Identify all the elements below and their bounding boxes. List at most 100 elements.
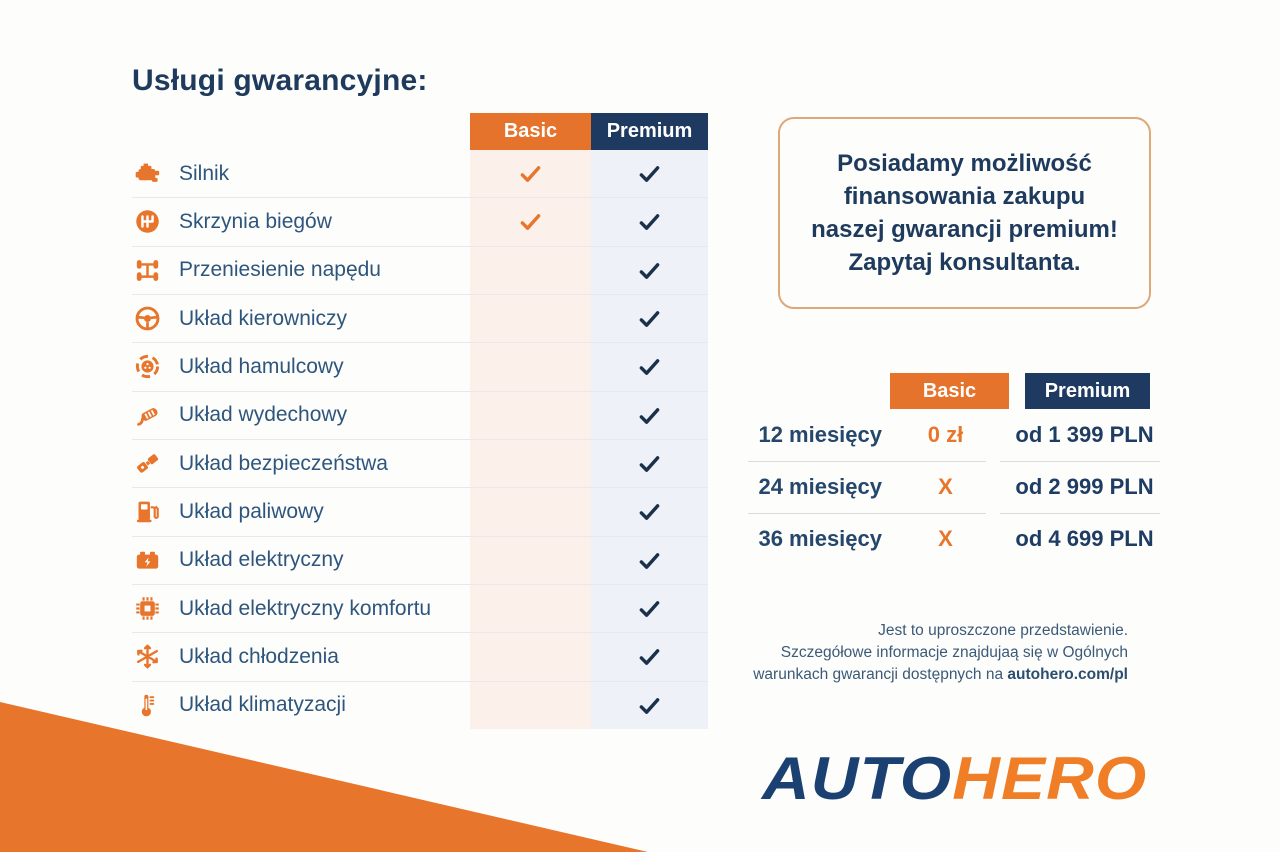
warranty-table-row: Układ elektryczny bbox=[132, 536, 708, 585]
check-icon bbox=[637, 451, 662, 476]
warranty-table-row: Układ paliwowy bbox=[132, 488, 708, 537]
warranty-table-row: Układ elektryczny komfortu bbox=[132, 584, 708, 634]
premium-cell bbox=[591, 439, 708, 488]
pricing-separator bbox=[748, 461, 986, 462]
warranty-table-row: Przeniesienie napędu bbox=[132, 246, 708, 295]
disclaimer-line: Szczegółowe informacje znajdujaą się w O… bbox=[780, 644, 1128, 661]
premium-cell bbox=[591, 246, 708, 294]
seatbelt-icon bbox=[132, 450, 162, 477]
basic-cell bbox=[470, 150, 591, 198]
basic-cell bbox=[470, 294, 591, 343]
pricing-column-header-basic: Basic bbox=[890, 373, 1009, 409]
basic-cell bbox=[470, 198, 591, 246]
financing-note-line: naszej gwarancji premium! bbox=[811, 216, 1118, 243]
check-icon bbox=[637, 499, 662, 524]
check-icon bbox=[637, 693, 662, 718]
basic-cell bbox=[470, 584, 591, 633]
warranty-table-row: Skrzynia biegów bbox=[132, 198, 708, 247]
warranty-row-label: Silnik bbox=[179, 161, 230, 185]
warranty-table-row: Układ bezpieczeństwa bbox=[132, 439, 708, 489]
pricing-separator bbox=[748, 513, 986, 514]
premium-cell bbox=[591, 633, 708, 681]
basic-cell bbox=[470, 633, 591, 681]
logo-hero-part: HERO bbox=[952, 745, 1148, 812]
basic-cell bbox=[470, 536, 591, 584]
check-icon bbox=[637, 209, 662, 234]
thermometer-icon bbox=[132, 692, 162, 719]
warranty-column-header-basic: Basic bbox=[470, 113, 591, 150]
financing-note-box: Posiadamy możliwość finansowania zakupu … bbox=[778, 117, 1151, 309]
warranty-row-label: Układ chłodzenia bbox=[179, 644, 339, 668]
check-icon bbox=[637, 306, 662, 331]
gearbox-icon bbox=[132, 208, 162, 235]
check-icon bbox=[637, 596, 662, 621]
warranty-column-header-premium: Premium bbox=[591, 113, 708, 150]
warranty-row-label: Układ klimatyzacji bbox=[179, 693, 346, 717]
disclaimer-line: warunkach gwarancji dostępnych na autohe… bbox=[648, 664, 1128, 686]
premium-cell bbox=[591, 681, 708, 729]
premium-cell bbox=[591, 343, 708, 391]
warranty-row-label: Układ elektryczny komfortu bbox=[179, 596, 432, 620]
warranty-table: Silnik Skrzynia biegów Przeniesienie nap… bbox=[132, 150, 708, 729]
warranty-table-row: Układ klimatyzacji bbox=[132, 681, 708, 729]
basic-cell bbox=[470, 681, 591, 729]
pricing-period-label: 36 miesięcy bbox=[758, 526, 882, 551]
pricing-basic-value: X bbox=[938, 474, 953, 499]
engine-icon bbox=[132, 160, 162, 187]
pricing-table: 12 miesięcy 0 zł od 1 399 PLN 24 miesięc… bbox=[748, 409, 1160, 565]
check-icon bbox=[637, 161, 662, 186]
premium-cell bbox=[591, 294, 708, 343]
chip-icon bbox=[132, 595, 162, 622]
warranty-table-row: Układ wydechowy bbox=[132, 391, 708, 440]
check-icon bbox=[637, 403, 662, 428]
warranty-row-label: Układ bezpieczeństwa bbox=[179, 451, 388, 475]
pricing-table-row: 36 miesięcy X od 4 699 PLN bbox=[748, 513, 1160, 565]
basic-cell bbox=[470, 488, 591, 536]
pricing-basic-value: 0 zł bbox=[927, 422, 964, 447]
pricing-table-row: 12 miesięcy 0 zł od 1 399 PLN bbox=[748, 409, 1160, 461]
warranty-row-label: Układ elektryczny bbox=[179, 548, 344, 572]
premium-cell bbox=[591, 150, 708, 198]
warranty-row-label: Skrzynia biegów bbox=[179, 209, 332, 233]
check-icon bbox=[637, 258, 662, 283]
pricing-period-label: 24 miesięcy bbox=[758, 474, 882, 499]
warranty-table-row: Silnik bbox=[132, 150, 708, 199]
autohero-logo: AUTOHERO bbox=[762, 744, 1147, 813]
financing-note-line: Zapytaj konsultanta. bbox=[848, 249, 1081, 276]
premium-cell bbox=[591, 198, 708, 246]
brake-disc-icon bbox=[132, 353, 162, 380]
premium-cell bbox=[591, 536, 708, 584]
disclaimer-text: Jest to uproszczone przedstawienie. Szcz… bbox=[648, 620, 1128, 686]
basic-cell bbox=[470, 246, 591, 294]
pricing-separator bbox=[1000, 461, 1160, 462]
pricing-premium-value: od 2 999 PLN bbox=[1015, 474, 1154, 499]
check-icon bbox=[637, 354, 662, 379]
basic-cell bbox=[470, 343, 591, 391]
pricing-table-row: 24 miesięcy X od 2 999 PLN bbox=[748, 461, 1160, 513]
warranty-row-label: Układ paliwowy bbox=[179, 499, 324, 523]
snowflake-icon bbox=[132, 643, 162, 670]
check-icon bbox=[637, 548, 662, 573]
pricing-separator bbox=[1000, 513, 1160, 514]
steering-wheel-icon bbox=[132, 305, 162, 332]
warranty-row-label: Układ hamulcowy bbox=[179, 354, 344, 378]
fuel-pump-icon bbox=[132, 498, 162, 525]
premium-cell bbox=[591, 391, 708, 439]
pricing-premium-value: od 1 399 PLN bbox=[1015, 422, 1154, 447]
pricing-premium-value: od 4 699 PLN bbox=[1015, 526, 1154, 551]
warranty-row-label: Układ wydechowy bbox=[179, 403, 348, 427]
basic-cell bbox=[470, 439, 591, 488]
disclaimer-line-prefix: warunkach gwarancji dostępnych na bbox=[753, 666, 1008, 683]
warranty-table-row: Układ hamulcowy bbox=[132, 343, 708, 392]
check-icon bbox=[518, 209, 543, 234]
premium-cell bbox=[591, 488, 708, 536]
warranty-table-row: Układ chłodzenia bbox=[132, 633, 708, 682]
pricing-basic-value: X bbox=[938, 526, 953, 551]
warranty-row-label: Układ kierowniczy bbox=[179, 306, 348, 330]
pricing-column-header-premium: Premium bbox=[1025, 373, 1150, 409]
page-title: Usługi gwarancyjne: bbox=[132, 64, 428, 97]
battery-icon bbox=[132, 547, 162, 574]
premium-cell bbox=[591, 584, 708, 633]
check-icon bbox=[637, 644, 662, 669]
